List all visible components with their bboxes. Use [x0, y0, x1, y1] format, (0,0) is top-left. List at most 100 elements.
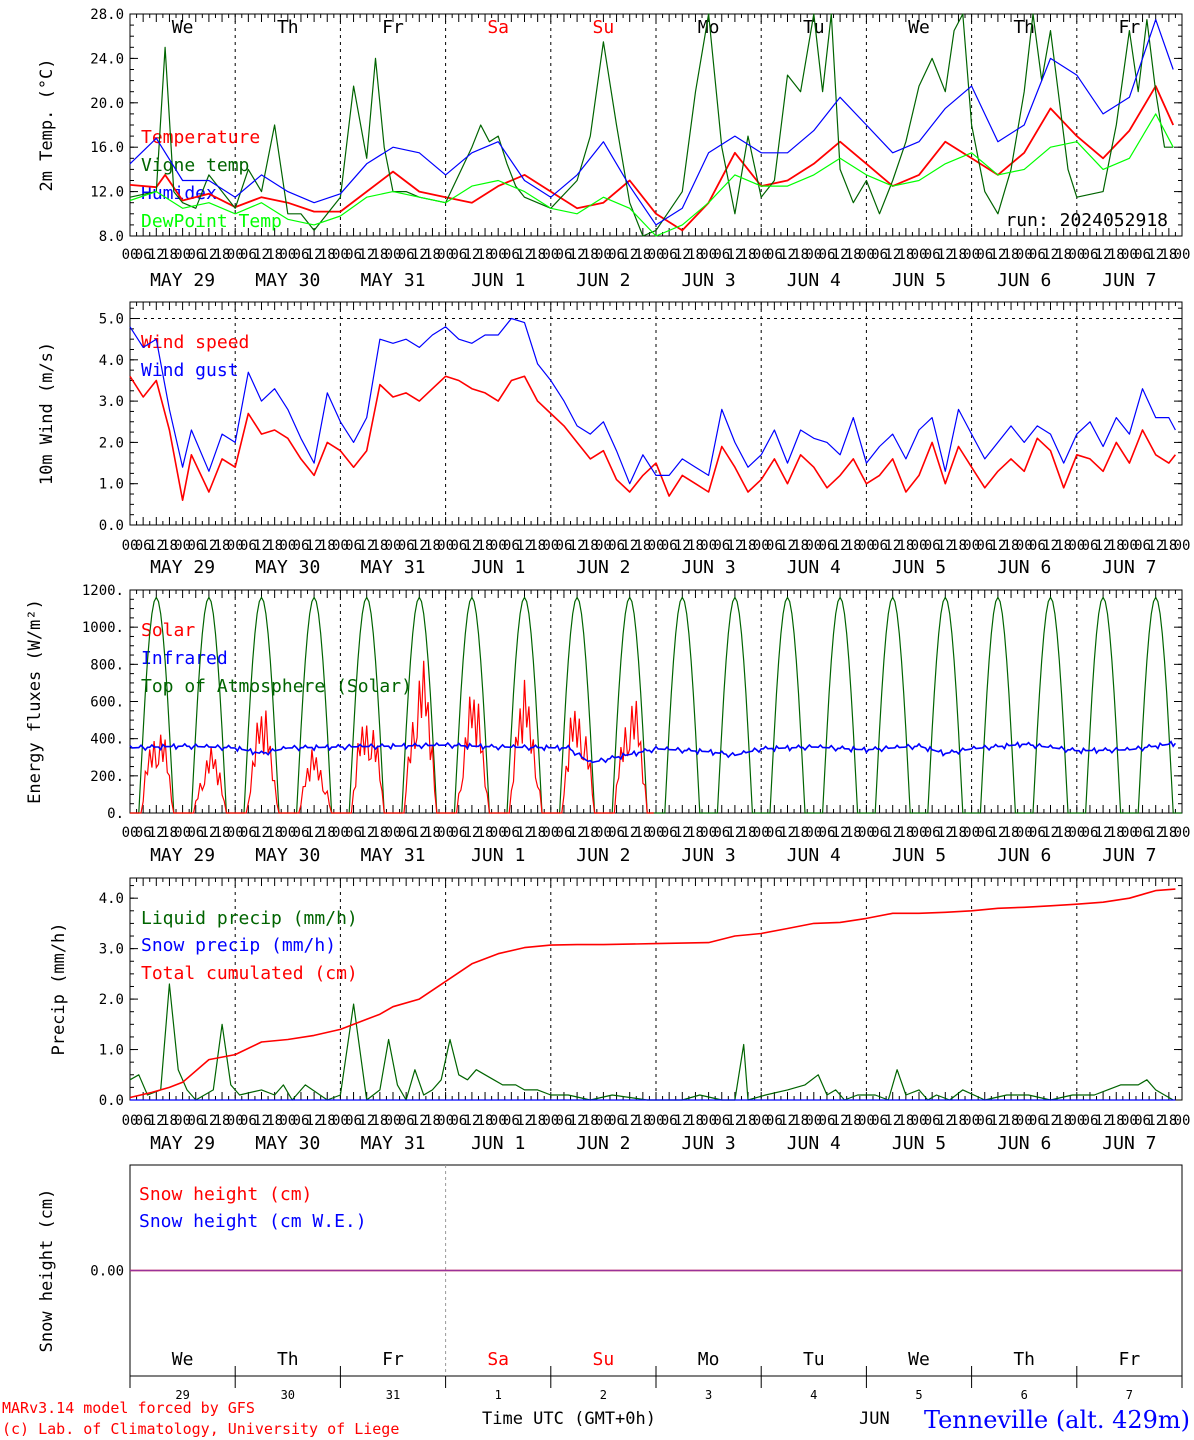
hour-label: 12	[674, 247, 691, 263]
hour-label: 12	[1042, 247, 1059, 263]
y-tick-label: 16.0	[90, 140, 124, 156]
hour-label: 06	[293, 825, 310, 841]
y-tick-label: 1.0	[99, 477, 124, 493]
hour-label: 06	[766, 1113, 783, 1129]
hour-label: 18	[634, 538, 651, 554]
hour-label: 00	[1068, 538, 1085, 554]
hour-label: 12	[621, 247, 638, 263]
hour-label: 00	[1068, 1113, 1085, 1129]
hour-label: 18	[424, 247, 441, 263]
day-number-label: 31	[386, 1388, 400, 1402]
date-label: MAY 30	[255, 1133, 320, 1154]
hour-label: 06	[924, 825, 941, 841]
legend-entry: Wind speed	[141, 332, 249, 353]
hour-label: 06	[450, 825, 467, 841]
hour-label: 00	[279, 825, 296, 841]
y-tick-label: 4.0	[99, 353, 124, 369]
hour-label: 18	[161, 538, 178, 554]
hour-label: 12	[516, 1113, 533, 1129]
series-line	[129, 375, 1177, 502]
hour-label: 12	[411, 538, 428, 554]
hour-label: 00	[1121, 1113, 1138, 1129]
hour-label: 12	[779, 1113, 796, 1129]
hour-label: 00	[332, 247, 349, 263]
series-line	[129, 983, 1174, 1101]
hour-label: 12	[779, 247, 796, 263]
hour-label: 18	[740, 538, 757, 554]
hour-label: 06	[1134, 538, 1151, 554]
hour-label: 18	[214, 1113, 231, 1129]
weekday-label: Mo	[698, 1349, 720, 1370]
hour-label: 00	[385, 247, 402, 263]
hour-label: 06	[1082, 538, 1099, 554]
weekday-label: Fr	[382, 17, 404, 38]
hour-label: 18	[1003, 825, 1020, 841]
hour-label: 06	[766, 247, 783, 263]
hour-label: 00	[1174, 825, 1191, 841]
hour-label: 12	[253, 1113, 270, 1129]
hour-label: 06	[398, 247, 415, 263]
hour-label: 18	[950, 247, 967, 263]
hour-label: 06	[608, 1113, 625, 1129]
hour-label: 06	[766, 825, 783, 841]
hour-label: 12	[516, 247, 533, 263]
hour-label: 00	[332, 538, 349, 554]
hour-label: 06	[1029, 1113, 1046, 1129]
hour-label: 06	[187, 538, 204, 554]
hour-label: 06	[503, 538, 520, 554]
hour-label: 00	[648, 825, 665, 841]
weekday-label: Tu	[803, 17, 825, 38]
y-axis-label: 2m Temp. (°C)	[37, 58, 57, 191]
hour-label: 00	[963, 538, 980, 554]
day-number-label: 4	[810, 1388, 817, 1402]
hour-label: 06	[556, 825, 573, 841]
hour-label: 18	[529, 247, 546, 263]
date-label: JUN 5	[892, 845, 946, 866]
hour-label: 00	[1174, 247, 1191, 263]
hour-label: 00	[911, 1113, 928, 1129]
hour-label: 00	[174, 825, 191, 841]
hour-label: 18	[582, 825, 599, 841]
hour-label: 00	[174, 538, 191, 554]
hour-label: 12	[1147, 1113, 1164, 1129]
hour-label: 18	[1003, 538, 1020, 554]
hour-label: 06	[1029, 247, 1046, 263]
hour-label: 18	[1055, 538, 1072, 554]
hour-label: 18	[214, 538, 231, 554]
hour-label: 00	[753, 538, 770, 554]
weekday-label: We	[172, 17, 194, 38]
hour-label: 18	[477, 247, 494, 263]
hour-label: 06	[503, 247, 520, 263]
hour-label: 12	[674, 1113, 691, 1129]
hour-label: 18	[319, 1113, 336, 1129]
hour-label: 06	[187, 1113, 204, 1129]
hour-label: 06	[976, 247, 993, 263]
hour-label: 18	[319, 825, 336, 841]
hour-label: 06	[1134, 1113, 1151, 1129]
hour-label: 12	[411, 247, 428, 263]
date-label: JUN 5	[892, 270, 946, 291]
hour-label: 06	[871, 1113, 888, 1129]
hour-label: 12	[937, 538, 954, 554]
hour-label: 06	[1029, 825, 1046, 841]
hour-label: 00	[648, 538, 665, 554]
hour-label: 12	[569, 825, 586, 841]
series-line	[129, 19, 1174, 226]
date-label: MAY 29	[150, 845, 215, 866]
hour-label: 18	[582, 1113, 599, 1129]
hour-label: 06	[661, 825, 678, 841]
hour-label: 00	[753, 1113, 770, 1129]
hour-label: 00	[332, 825, 349, 841]
hour-label: 12	[200, 1113, 217, 1129]
weekday-label: Su	[593, 17, 615, 38]
series-line	[129, 740, 1177, 764]
hour-label: 18	[845, 825, 862, 841]
date-label: JUN 6	[997, 1133, 1051, 1154]
hour-label: 18	[792, 538, 809, 554]
y-tick-label: 1.0	[99, 1043, 124, 1059]
hour-label: 06	[976, 1113, 993, 1129]
hour-label: 00	[700, 538, 717, 554]
date-label: JUN 1	[471, 845, 525, 866]
hour-label: 18	[319, 538, 336, 554]
date-label: JUN 6	[997, 270, 1051, 291]
